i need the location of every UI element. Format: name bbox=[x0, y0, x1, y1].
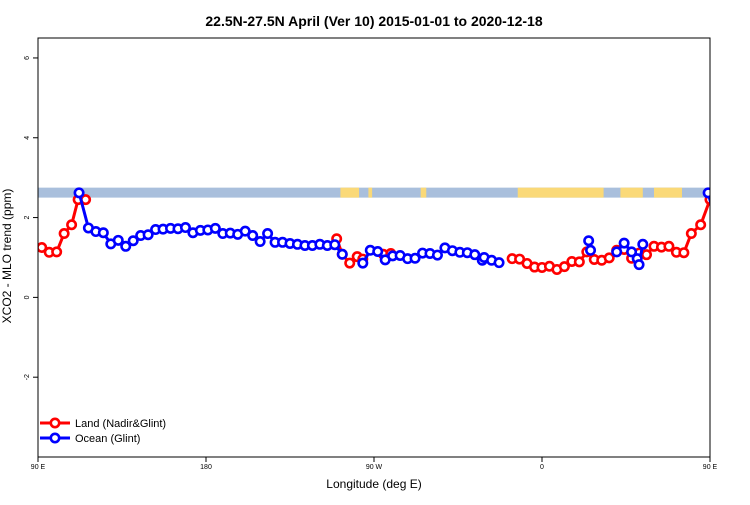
ocean-point bbox=[633, 259, 645, 271]
ocean-point bbox=[626, 246, 638, 258]
land-point bbox=[728, 228, 736, 236]
ocean-point bbox=[618, 237, 630, 249]
land-point bbox=[713, 195, 721, 203]
ocean-point bbox=[336, 248, 348, 260]
legend-land-marker bbox=[49, 417, 61, 429]
land-band-segment bbox=[340, 187, 360, 198]
ocean-point bbox=[209, 222, 221, 234]
ocean-point bbox=[120, 240, 132, 252]
land-point bbox=[573, 256, 585, 268]
ocean-series-line bbox=[706, 192, 710, 206]
y-axis-label: XCO2 - MLO trend (ppm) bbox=[0, 189, 14, 324]
y-tick-label: 6 bbox=[24, 56, 31, 60]
ocean-point bbox=[73, 187, 85, 199]
ocean-point bbox=[585, 244, 597, 256]
ocean-band bbox=[38, 187, 710, 198]
x-tick-label: 0 bbox=[540, 464, 544, 471]
ocean-point bbox=[713, 224, 721, 232]
ocean-point bbox=[127, 235, 139, 247]
land-point bbox=[685, 228, 697, 240]
land-point bbox=[695, 219, 707, 231]
x-tick-label: 90 E bbox=[703, 464, 718, 471]
land-point bbox=[66, 219, 78, 231]
ocean-point bbox=[721, 227, 729, 235]
y-tick-label: -2 bbox=[24, 374, 31, 380]
surface-band bbox=[38, 187, 710, 198]
ocean-point bbox=[254, 236, 266, 248]
land-point bbox=[51, 246, 63, 258]
y-tick-label: 0 bbox=[24, 295, 31, 299]
land-point bbox=[58, 228, 70, 240]
legend-land-label: Land (Nadir&Glint) bbox=[75, 418, 166, 430]
ocean-point bbox=[493, 257, 505, 269]
legend: Land (Nadir&Glint) Ocean (Glint) bbox=[40, 417, 166, 445]
ocean-point bbox=[583, 235, 595, 247]
land-point bbox=[603, 252, 615, 264]
ocean-point bbox=[262, 228, 274, 240]
ocean-series bbox=[73, 187, 750, 271]
land-point bbox=[721, 223, 729, 231]
ocean-point bbox=[247, 230, 259, 242]
ocean-point bbox=[728, 229, 736, 237]
land-point bbox=[344, 257, 356, 269]
ocean-point bbox=[736, 240, 744, 248]
land-point bbox=[663, 240, 675, 252]
y-tick-label: 4 bbox=[24, 136, 31, 140]
x-tick-label: 90 W bbox=[366, 464, 383, 471]
series-layer bbox=[38, 187, 750, 275]
land-band-segment bbox=[368, 187, 373, 198]
axes-layer: 90 E 180 90 W 0 90 E -2 0 2 4 6 bbox=[24, 37, 718, 471]
land-point bbox=[736, 240, 744, 248]
ocean-point bbox=[637, 238, 649, 250]
land-point bbox=[558, 261, 570, 273]
land-series-line bbox=[40, 198, 86, 254]
legend-ocean-label: Ocean (Glint) bbox=[75, 433, 140, 445]
ocean-point bbox=[702, 187, 710, 199]
land-point bbox=[38, 242, 48, 253]
land-point bbox=[741, 237, 749, 245]
land-band-segment bbox=[517, 187, 604, 198]
x-tick-label: 90 E bbox=[31, 464, 46, 471]
land-band-segment bbox=[420, 187, 427, 198]
y-tick-label: 2 bbox=[24, 216, 31, 220]
ocean-point bbox=[97, 227, 109, 239]
ocean-point bbox=[142, 229, 154, 241]
ocean-point bbox=[372, 245, 384, 257]
x-tick-label: 180 bbox=[200, 464, 212, 471]
ocean-point bbox=[743, 236, 750, 244]
x-axis-label: Longitude (deg E) bbox=[326, 477, 421, 491]
land-band-segment bbox=[620, 187, 643, 198]
chart-title: 22.5N-27.5N April (Ver 10) 2015-01-01 to… bbox=[205, 13, 542, 29]
ocean-point bbox=[409, 252, 421, 264]
legend-ocean-marker bbox=[49, 432, 61, 444]
land-point bbox=[678, 247, 690, 259]
land-series bbox=[38, 194, 749, 275]
ocean-point bbox=[329, 239, 341, 251]
ocean-point bbox=[112, 234, 124, 246]
land-band-segment bbox=[654, 187, 682, 198]
ocean-point bbox=[357, 257, 369, 269]
ocean-point bbox=[469, 249, 481, 261]
ocean-point bbox=[611, 246, 623, 258]
ocean-point bbox=[179, 222, 191, 234]
land-point bbox=[641, 249, 653, 261]
ocean-point bbox=[431, 249, 443, 261]
